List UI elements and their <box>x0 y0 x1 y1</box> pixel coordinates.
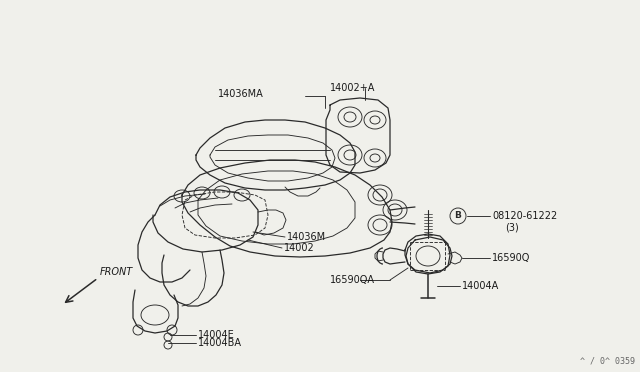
Text: 14036MA: 14036MA <box>218 89 264 99</box>
Text: (3): (3) <box>505 222 519 232</box>
Text: 14002+A: 14002+A <box>330 83 376 93</box>
Text: 16590Q: 16590Q <box>492 253 531 263</box>
Text: 14004BA: 14004BA <box>198 338 242 348</box>
Text: ^ / 0^ 0359: ^ / 0^ 0359 <box>580 356 635 365</box>
Text: 08120-61222: 08120-61222 <box>492 211 557 221</box>
Text: 14002: 14002 <box>284 243 315 253</box>
Text: FRONT: FRONT <box>100 267 133 277</box>
Text: 16590QA: 16590QA <box>330 275 375 285</box>
Text: 14004A: 14004A <box>462 281 499 291</box>
Text: 14004E: 14004E <box>198 330 235 340</box>
Text: B: B <box>454 212 461 221</box>
Text: 14036M: 14036M <box>287 232 326 242</box>
